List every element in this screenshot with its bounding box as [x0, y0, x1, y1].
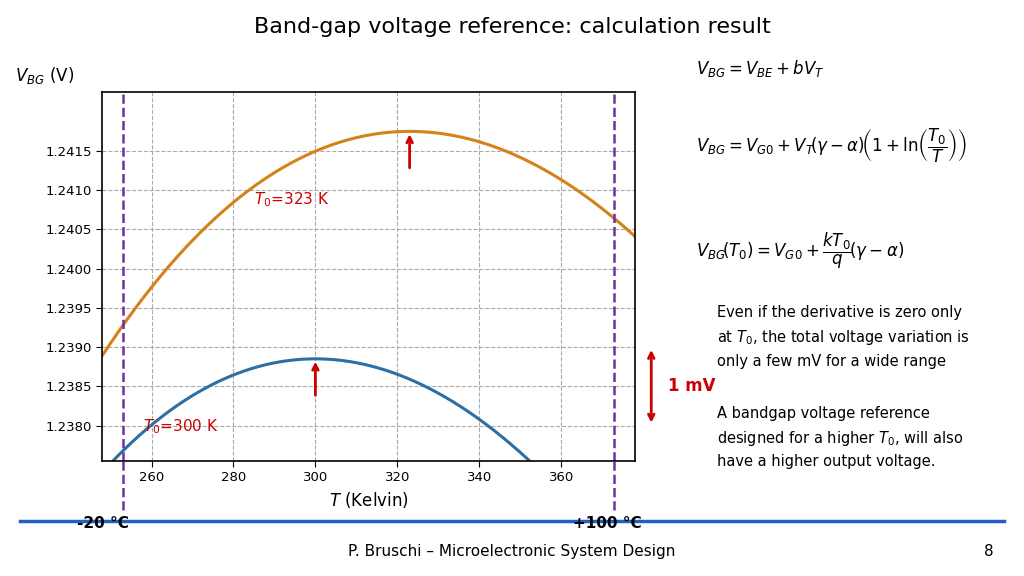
Text: +100 °C: +100 °C	[573, 516, 642, 530]
Text: $V_{BG}\!\left(T_0\right) = V_{G0} + \dfrac{kT_0}{q}\!\left(\gamma - \alpha\righ: $V_{BG}\!\left(T_0\right) = V_{G0} + \df…	[696, 230, 904, 271]
Text: Even if the derivative is zero only
at $T_0$, the total voltage variation is
onl: Even if the derivative is zero only at $…	[717, 305, 970, 369]
Text: -20 °C: -20 °C	[77, 516, 129, 530]
Text: $V_{BG} = V_{G0} + V_T\!\left(\gamma - \alpha\right)\!\left(1 + \ln\!\left(\dfra: $V_{BG} = V_{G0} + V_T\!\left(\gamma - \…	[696, 127, 968, 165]
X-axis label: $T$ (Kelvin): $T$ (Kelvin)	[329, 490, 409, 510]
Text: P. Bruschi – Microelectronic System Design: P. Bruschi – Microelectronic System Desi…	[348, 544, 676, 559]
Text: $V_{BG}$ (V): $V_{BG}$ (V)	[15, 66, 75, 86]
Text: $T_0$=323 K: $T_0$=323 K	[254, 190, 330, 209]
Text: $V_{BG} = V_{BE} + \mathit{b}V_T$: $V_{BG} = V_{BE} + \mathit{b}V_T$	[696, 58, 825, 78]
Text: 8: 8	[984, 544, 993, 559]
Text: Band-gap voltage reference: calculation result: Band-gap voltage reference: calculation …	[254, 17, 770, 37]
Text: $T_0$=300 K: $T_0$=300 K	[143, 418, 219, 437]
Text: 1 mV: 1 mV	[668, 377, 715, 395]
Text: A bandgap voltage reference
designed for a higher $T_0$, will also
have a higher: A bandgap voltage reference designed for…	[717, 406, 963, 469]
